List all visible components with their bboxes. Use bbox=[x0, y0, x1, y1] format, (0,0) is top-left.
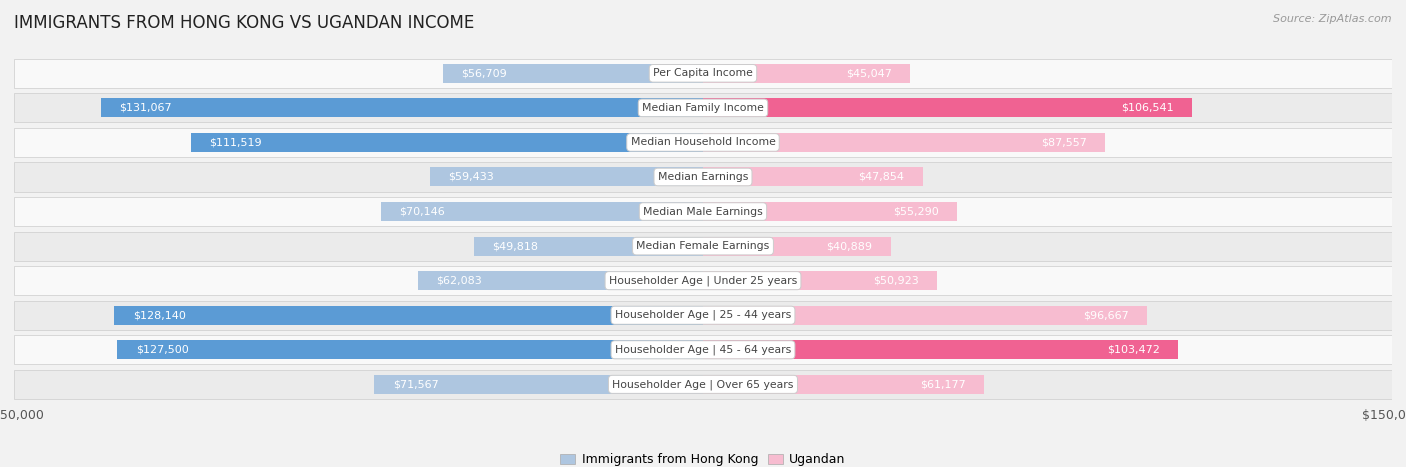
Bar bbox=[14, 232, 1392, 261]
Text: Median Female Earnings: Median Female Earnings bbox=[637, 241, 769, 251]
Bar bbox=[14, 163, 1392, 191]
Text: $59,433: $59,433 bbox=[449, 172, 494, 182]
Text: Median Male Earnings: Median Male Earnings bbox=[643, 206, 763, 217]
Bar bbox=[14, 370, 1392, 399]
Bar bbox=[14, 335, 1392, 364]
Text: $131,067: $131,067 bbox=[120, 103, 172, 113]
Bar bbox=[703, 271, 936, 290]
Text: $87,557: $87,557 bbox=[1040, 137, 1087, 148]
Bar bbox=[117, 340, 703, 359]
Bar bbox=[381, 202, 703, 221]
Text: $40,889: $40,889 bbox=[827, 241, 873, 251]
Bar bbox=[703, 237, 891, 255]
Text: $45,047: $45,047 bbox=[845, 68, 891, 78]
Text: Householder Age | 25 - 44 years: Householder Age | 25 - 44 years bbox=[614, 310, 792, 320]
Bar bbox=[14, 266, 1392, 295]
Text: $103,472: $103,472 bbox=[1107, 345, 1160, 355]
Bar bbox=[14, 197, 1392, 226]
Text: $111,519: $111,519 bbox=[209, 137, 262, 148]
Text: Median Household Income: Median Household Income bbox=[630, 137, 776, 148]
Text: Householder Age | 45 - 64 years: Householder Age | 45 - 64 years bbox=[614, 345, 792, 355]
Text: IMMIGRANTS FROM HONG KONG VS UGANDAN INCOME: IMMIGRANTS FROM HONG KONG VS UGANDAN INC… bbox=[14, 14, 474, 32]
Bar bbox=[14, 301, 1392, 330]
Text: Householder Age | Under 25 years: Householder Age | Under 25 years bbox=[609, 276, 797, 286]
Text: Median Family Income: Median Family Income bbox=[643, 103, 763, 113]
Text: $61,177: $61,177 bbox=[920, 379, 966, 389]
Bar bbox=[703, 340, 1178, 359]
Text: $96,667: $96,667 bbox=[1083, 310, 1129, 320]
Text: Source: ZipAtlas.com: Source: ZipAtlas.com bbox=[1274, 14, 1392, 24]
Bar bbox=[430, 168, 703, 186]
Bar bbox=[443, 64, 703, 83]
Text: $127,500: $127,500 bbox=[136, 345, 188, 355]
Bar bbox=[191, 133, 703, 152]
Bar bbox=[703, 64, 910, 83]
Bar bbox=[703, 99, 1192, 117]
Text: $49,818: $49,818 bbox=[492, 241, 538, 251]
Bar bbox=[374, 375, 703, 394]
Legend: Immigrants from Hong Kong, Ugandan: Immigrants from Hong Kong, Ugandan bbox=[555, 448, 851, 467]
Text: $70,146: $70,146 bbox=[399, 206, 444, 217]
Text: $62,083: $62,083 bbox=[436, 276, 482, 286]
Bar bbox=[703, 168, 922, 186]
Bar bbox=[703, 306, 1147, 325]
Bar bbox=[101, 99, 703, 117]
Text: $56,709: $56,709 bbox=[461, 68, 506, 78]
Bar bbox=[474, 237, 703, 255]
Text: $106,541: $106,541 bbox=[1122, 103, 1174, 113]
Text: $55,290: $55,290 bbox=[893, 206, 939, 217]
Text: Median Earnings: Median Earnings bbox=[658, 172, 748, 182]
Bar bbox=[14, 93, 1392, 122]
Text: $71,567: $71,567 bbox=[392, 379, 439, 389]
Bar bbox=[418, 271, 703, 290]
Text: $47,854: $47,854 bbox=[859, 172, 904, 182]
Text: $128,140: $128,140 bbox=[132, 310, 186, 320]
Bar bbox=[114, 306, 703, 325]
Text: $50,923: $50,923 bbox=[873, 276, 918, 286]
Bar bbox=[14, 59, 1392, 88]
Text: Householder Age | Over 65 years: Householder Age | Over 65 years bbox=[612, 379, 794, 389]
Bar bbox=[14, 128, 1392, 157]
Text: Per Capita Income: Per Capita Income bbox=[652, 68, 754, 78]
Bar bbox=[703, 202, 957, 221]
Bar bbox=[703, 133, 1105, 152]
Bar bbox=[703, 375, 984, 394]
